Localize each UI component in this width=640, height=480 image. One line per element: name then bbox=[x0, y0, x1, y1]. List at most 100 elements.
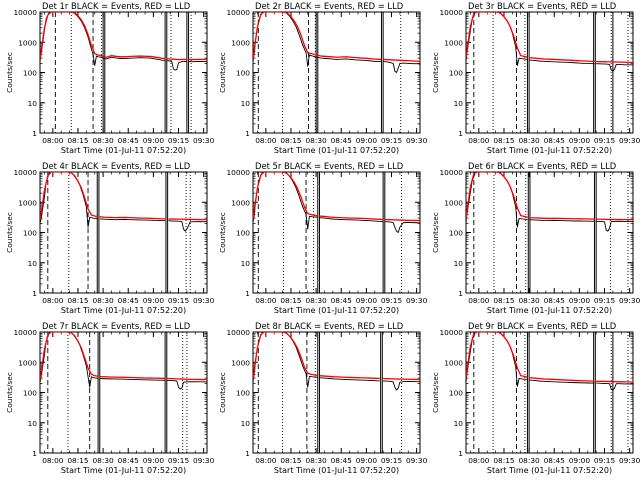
y-tick-label: 1 bbox=[458, 449, 463, 458]
y-tick-label: 10000 bbox=[226, 328, 250, 337]
x-axis-label: Start Time (01-Jul-11 07:52:20) bbox=[61, 466, 186, 475]
series-lld-line bbox=[253, 332, 318, 380]
series-lld-line bbox=[596, 380, 633, 383]
x-tick-label: 09:15 bbox=[168, 296, 190, 305]
x-axis-label: Start Time (01-Jul-11 07:52:20) bbox=[274, 306, 399, 315]
detector-panel-5: Det 5r BLACK = Events, RED = LLD 1 10 100 10… bbox=[213, 160, 428, 320]
x-tick-label: 08:15 bbox=[280, 456, 302, 465]
x-tick-label: 08:15 bbox=[67, 456, 89, 465]
plot-frame bbox=[39, 171, 208, 294]
x-tick-label: 08:30 bbox=[92, 136, 114, 145]
y-axis-label: Counts/sec bbox=[431, 212, 440, 253]
x-tick-label: 08:15 bbox=[493, 296, 515, 305]
y-axis-label: Counts/sec bbox=[218, 52, 227, 93]
series-events-line bbox=[253, 332, 318, 388]
detector-panel-8: Det 8r BLACK = Events, RED = LLD 1 10 100 10… bbox=[213, 320, 428, 480]
series-events-line bbox=[253, 12, 317, 67]
x-tick-label: 09:00 bbox=[569, 456, 591, 465]
y-tick-label: 10000 bbox=[439, 328, 463, 337]
series-lld-line bbox=[40, 172, 99, 221]
detector-chart-5: Det 5r BLACK = Events, RED = LLD 1 10 100 10… bbox=[218, 161, 428, 315]
chart-title: Det 6r BLACK = Events, RED = LLD bbox=[468, 161, 616, 171]
y-tick-label: 1 bbox=[458, 289, 463, 298]
series-lld-line bbox=[253, 12, 317, 60]
x-axis-label: Start Time (01-Jul-11 07:52:20) bbox=[61, 146, 186, 155]
detector-chart-4: Det 4r BLACK = Events, RED = LLD 1 10 100 10… bbox=[5, 161, 215, 315]
x-axis-label: Start Time (01-Jul-11 07:52:20) bbox=[487, 306, 612, 315]
plot-frame bbox=[39, 331, 208, 454]
y-tick-label: 1000 bbox=[231, 358, 250, 367]
x-axis-label: Start Time (01-Jul-11 07:52:20) bbox=[274, 466, 399, 475]
x-tick-label: 09:30 bbox=[619, 456, 640, 465]
x-tick-label: 08:30 bbox=[305, 456, 327, 465]
y-tick-label: 10000 bbox=[439, 168, 463, 177]
series-events-line bbox=[319, 377, 380, 382]
plot-frame bbox=[252, 331, 421, 454]
x-tick-label: 09:00 bbox=[143, 136, 165, 145]
x-tick-label: 09:30 bbox=[406, 456, 428, 465]
x-tick-label: 08:45 bbox=[544, 136, 566, 145]
series-events-line bbox=[529, 379, 595, 384]
y-axis-label: Counts/sec bbox=[431, 52, 440, 93]
x-tick-label: 08:00 bbox=[468, 456, 490, 465]
x-tick-label: 08:45 bbox=[118, 456, 140, 465]
y-tick-label: 10 bbox=[454, 259, 464, 268]
chart-title: Det 4r BLACK = Events, RED = LLD bbox=[42, 161, 190, 171]
detector-chart-1: Det 1r BLACK = Events, RED = LLD 1 10 100 10… bbox=[5, 1, 215, 155]
x-tick-label: 09:15 bbox=[168, 456, 190, 465]
y-tick-label: 1 bbox=[32, 129, 37, 138]
x-tick-label: 09:15 bbox=[594, 296, 616, 305]
series-events-line bbox=[466, 12, 528, 66]
x-tick-label: 09:00 bbox=[569, 296, 591, 305]
x-tick-label: 08:45 bbox=[331, 296, 353, 305]
y-tick-label: 1000 bbox=[231, 198, 250, 207]
y-tick-label: 100 bbox=[236, 389, 250, 398]
series-events-line bbox=[529, 59, 595, 65]
series-lld-line bbox=[168, 218, 207, 221]
series-lld-line bbox=[253, 172, 318, 220]
series-lld-line bbox=[596, 218, 633, 221]
series-lld-line bbox=[384, 218, 420, 222]
detector-panel-6: Det 6r BLACK = Events, RED = LLD 1 10 100 10… bbox=[426, 160, 640, 320]
series-events-line bbox=[596, 220, 633, 232]
x-tick-label: 09:00 bbox=[569, 136, 591, 145]
y-tick-label: 10 bbox=[241, 419, 251, 428]
y-axis-label: Counts/sec bbox=[431, 372, 440, 413]
x-tick-label: 08:00 bbox=[255, 456, 277, 465]
detector-chart-2: Det 2r BLACK = Events, RED = LLD 1 10 100 10… bbox=[218, 1, 428, 155]
x-tick-label: 09:30 bbox=[193, 296, 215, 305]
y-tick-label: 1 bbox=[245, 449, 250, 458]
x-tick-label: 08:00 bbox=[468, 136, 490, 145]
series-events-line bbox=[596, 382, 633, 391]
y-tick-label: 1 bbox=[32, 289, 37, 298]
series-lld-line bbox=[529, 216, 595, 220]
series-events-line bbox=[316, 56, 382, 63]
y-tick-label: 1000 bbox=[231, 38, 250, 47]
x-axis-label: Start Time (01-Jul-11 07:52:20) bbox=[487, 466, 612, 475]
series-lld-line bbox=[99, 216, 166, 220]
x-tick-label: 09:15 bbox=[594, 136, 616, 145]
y-tick-label: 100 bbox=[449, 69, 463, 78]
series-events-line bbox=[596, 63, 633, 72]
x-tick-label: 08:00 bbox=[42, 296, 64, 305]
x-tick-label: 08:30 bbox=[518, 136, 540, 145]
series-lld-line bbox=[596, 60, 633, 64]
y-axis-label: Counts/sec bbox=[218, 212, 227, 253]
plot-frame bbox=[39, 11, 208, 134]
x-tick-label: 08:30 bbox=[518, 296, 540, 305]
plot-frame bbox=[465, 331, 634, 454]
x-tick-label: 09:30 bbox=[619, 136, 640, 145]
plot-frame bbox=[252, 11, 421, 134]
chart-title: Det 1r BLACK = Events, RED = LLD bbox=[42, 1, 190, 11]
series-lld-line bbox=[99, 375, 166, 380]
x-tick-label: 09:30 bbox=[406, 136, 428, 145]
x-tick-label: 09:15 bbox=[381, 136, 403, 145]
series-lld-line bbox=[166, 58, 187, 61]
x-tick-label: 08:30 bbox=[305, 136, 327, 145]
detector-panel-9: Det 9r BLACK = Events, RED = LLD 1 10 100 10… bbox=[426, 320, 640, 480]
y-axis-label: Counts/sec bbox=[5, 372, 14, 413]
series-events-line bbox=[319, 217, 384, 223]
chart-title: Det 3r BLACK = Events, RED = LLD bbox=[468, 1, 616, 11]
y-tick-label: 10000 bbox=[13, 8, 37, 17]
x-tick-label: 08:00 bbox=[468, 296, 490, 305]
